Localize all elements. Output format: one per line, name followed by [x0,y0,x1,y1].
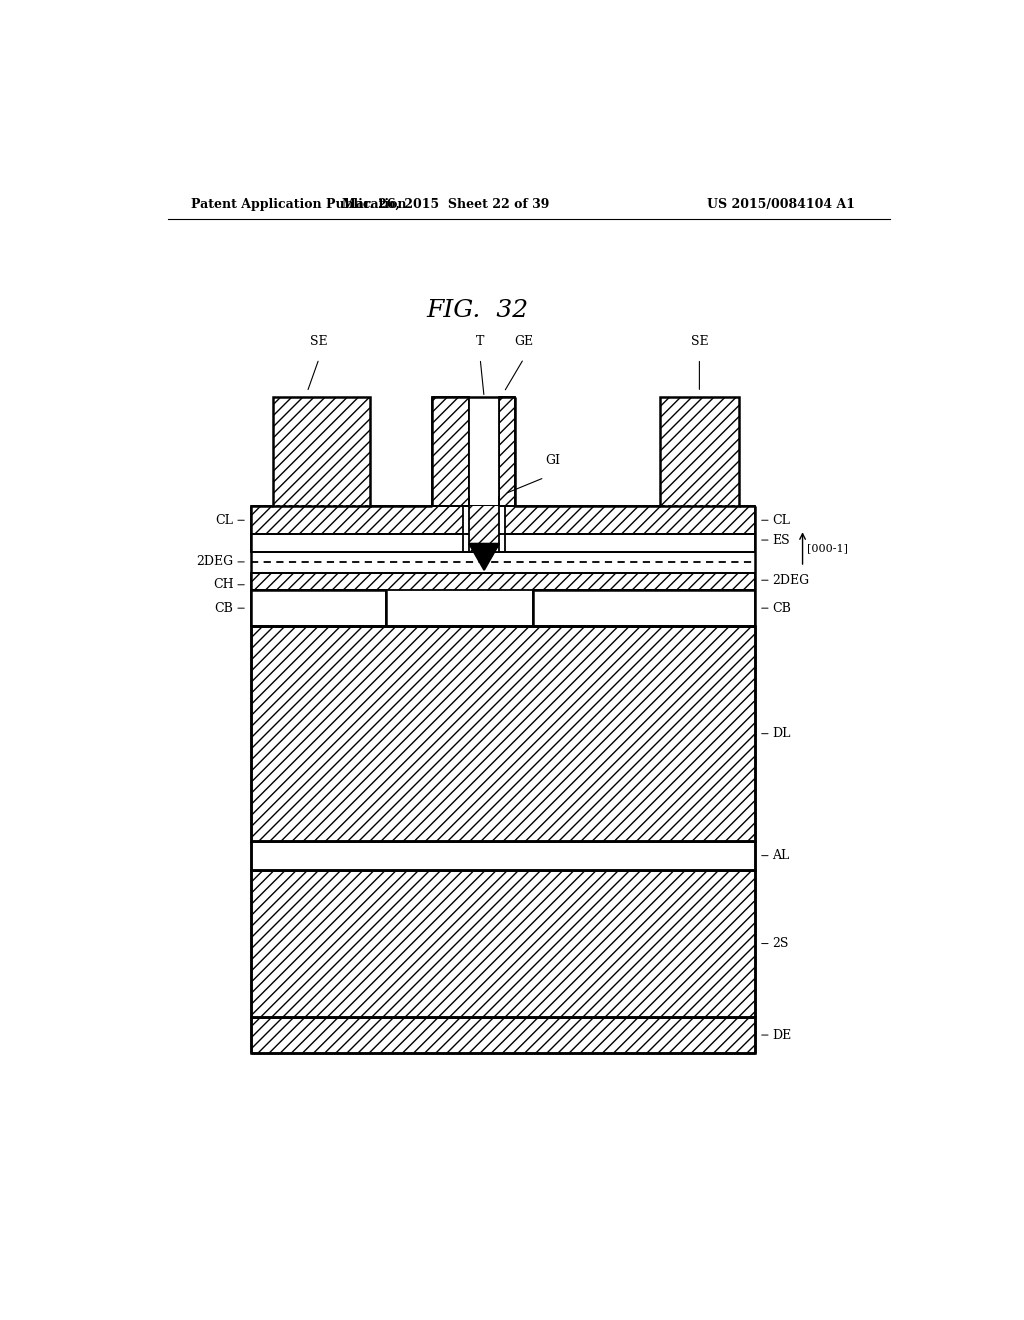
Polygon shape [469,544,500,570]
Bar [251,590,386,626]
Bar [251,535,755,552]
Bar [251,573,755,590]
Bar [273,397,370,506]
Text: GE: GE [514,335,534,348]
Text: CB: CB [772,602,792,615]
Text: CL: CL [216,513,233,527]
Text: FIG.  32: FIG. 32 [426,300,528,322]
Bar [659,397,739,506]
Bar [251,506,755,535]
Text: Mar. 26, 2015  Sheet 22 of 39: Mar. 26, 2015 Sheet 22 of 39 [342,198,549,211]
Bar [251,1018,755,1053]
Text: 2DEG: 2DEG [197,556,233,569]
Bar [251,841,755,870]
Text: CL: CL [772,513,791,527]
Text: 2S: 2S [772,937,788,950]
Bar [251,626,755,841]
Text: CB: CB [215,602,233,615]
Text: DL: DL [772,727,791,741]
Text: T: T [476,335,484,348]
Bar [431,397,469,506]
Text: US 2015/0084104 A1: US 2015/0084104 A1 [708,198,855,211]
Text: ES: ES [772,533,791,546]
Text: SE: SE [690,335,709,348]
Text: CH: CH [213,578,233,591]
Text: AL: AL [772,849,790,862]
Bar [251,870,755,1018]
Bar [500,397,515,506]
Text: GI: GI [545,454,560,467]
Bar [469,506,500,552]
Bar [464,506,505,552]
Text: Patent Application Publication: Patent Application Publication [191,198,407,211]
Text: SE: SE [310,335,328,348]
Text: DE: DE [772,1028,792,1041]
Text: [000-1]: [000-1] [807,544,848,553]
Bar [532,590,755,626]
Text: 2DEG: 2DEG [772,574,810,586]
Bar [469,397,500,496]
